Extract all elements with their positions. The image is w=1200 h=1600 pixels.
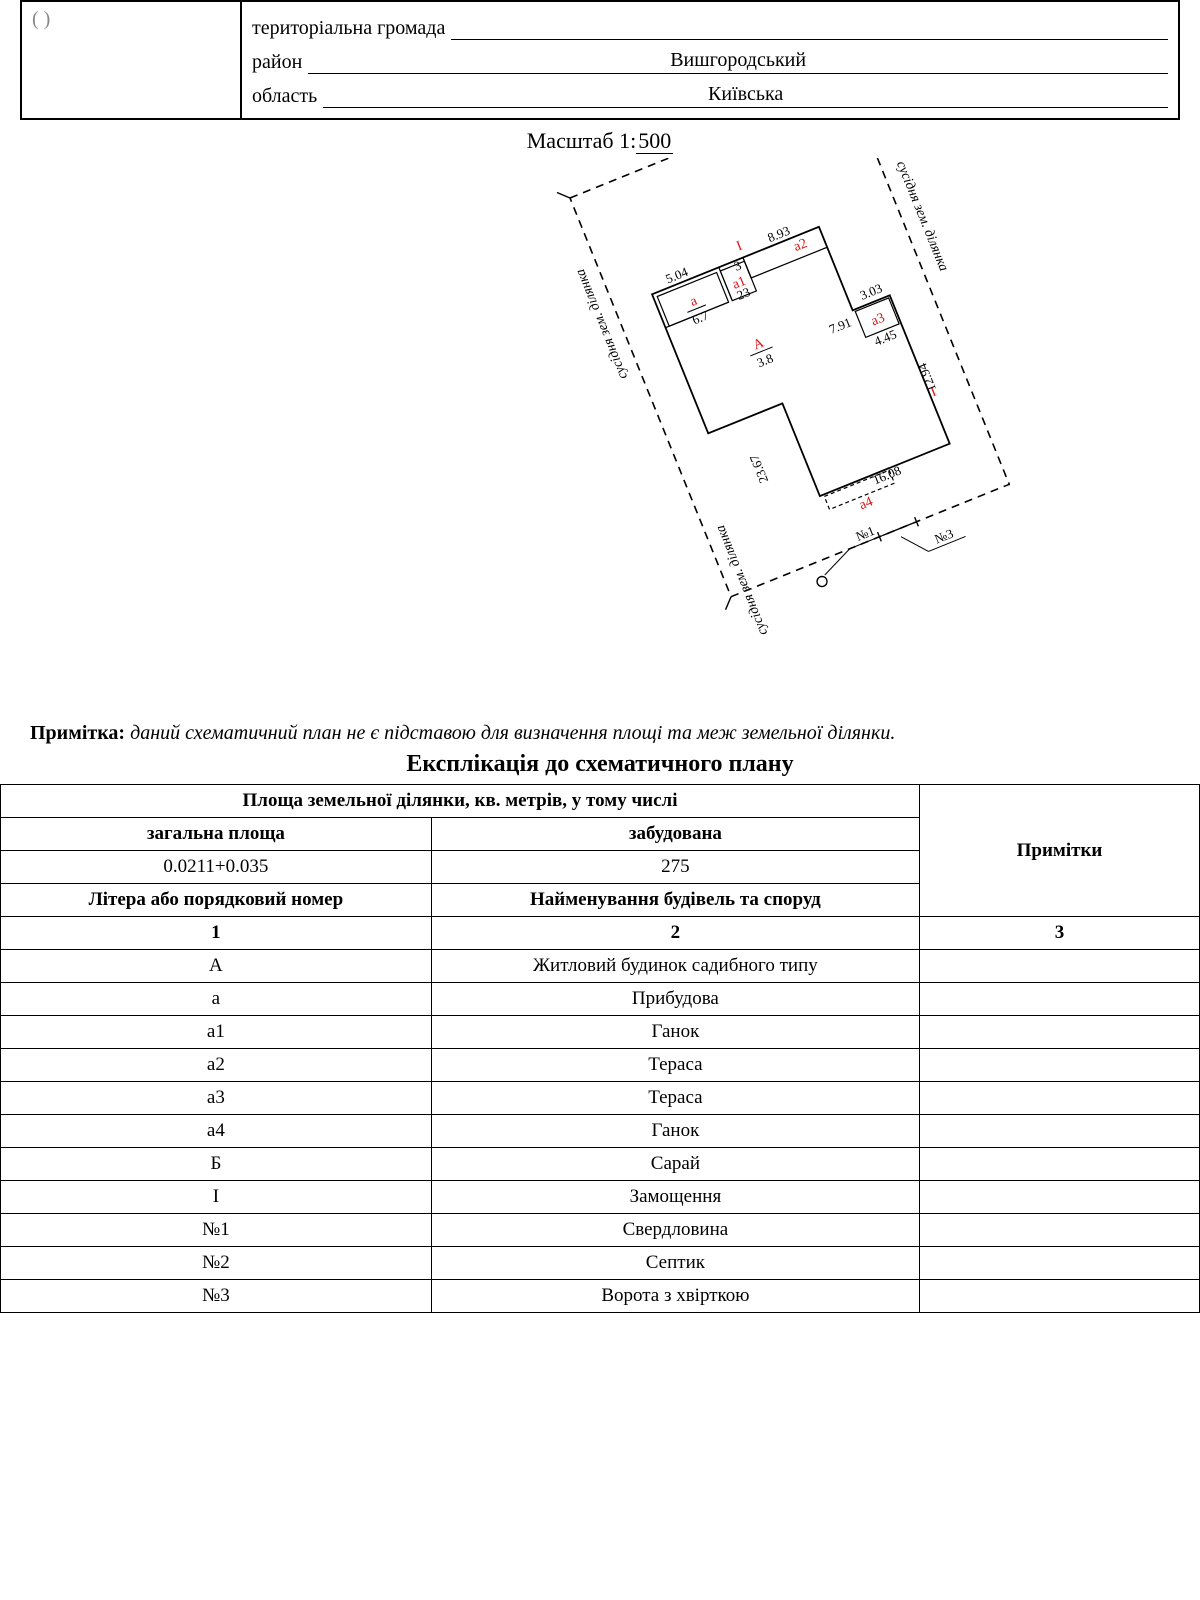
plan-diagram: Б 3.51 1.73 A 3.8 a 6.7 a1 23 a2 a3 a [190, 158, 1010, 718]
label-a: a [688, 293, 700, 310]
cell-letter: а4 [1, 1115, 432, 1148]
v-total: 0.0211+0.035 [1, 851, 432, 884]
cell-letter: №3 [1, 1280, 432, 1313]
value-hromada [451, 38, 1168, 40]
table-row: а1Ганок [1, 1016, 1200, 1049]
h-notes: Примітки [920, 785, 1200, 917]
dim-1294: 12.94 [914, 361, 939, 394]
table-row: №1Свердловина [1, 1214, 1200, 1247]
table-row: а3Тераса [1, 1082, 1200, 1115]
cell-name: Сарай [431, 1148, 919, 1181]
cell-note [920, 1280, 1200, 1313]
cell-name: Свердловина [431, 1214, 919, 1247]
explication-table: Площа земельної ділянки, кв. метрів, у т… [0, 784, 1200, 1313]
cell-name: Тераса [431, 1082, 919, 1115]
cell-note [920, 1214, 1200, 1247]
table-row: Площа земельної ділянки, кв. метрів, у т… [1, 785, 1200, 818]
colnum-1: 1 [1, 917, 432, 950]
h-built: забудована [431, 818, 919, 851]
cell-letter: а2 [1, 1049, 432, 1082]
scale-label: Масштаб 1: [527, 128, 636, 153]
cell-letter: I [1, 1181, 432, 1214]
label-I-top: I [735, 239, 745, 255]
field-oblast: область Київська [252, 76, 1168, 108]
inner-lines [652, 212, 956, 541]
cell-letter: а1 [1, 1016, 432, 1049]
dim-791: 7.91 [827, 314, 854, 336]
label-raion: район [252, 51, 308, 74]
value-raion: Вишгородський [308, 49, 1168, 74]
neighbor-bl: сусідня зем. ділянка [713, 523, 771, 638]
cell-note [920, 1016, 1200, 1049]
note-label: Примітка: [30, 722, 125, 744]
scale-value: 500 [636, 128, 673, 154]
colnum-2: 2 [431, 917, 919, 950]
cell-letter: Б [1, 1148, 432, 1181]
table-row: а2Тераса [1, 1049, 1200, 1082]
table-row: IЗамощення [1, 1181, 1200, 1214]
label-hromada: територіальна громада [252, 17, 451, 40]
header-right-cell: територіальна громада район Вишгородськи… [242, 2, 1178, 118]
h-area: Площа земельної ділянки, кв. метрів, у т… [1, 785, 920, 818]
cell-name: Житловий будинок садибного типу [431, 950, 919, 983]
h-total: загальна площа [1, 818, 432, 851]
cell-name: Тераса [431, 1049, 919, 1082]
cell-note [920, 983, 1200, 1016]
value-oblast: Київська [323, 83, 1168, 108]
cell-name: Септик [431, 1247, 919, 1280]
header-left-placeholder: ( ) [32, 8, 50, 30]
table-row: №3Ворота з хвірткою [1, 1280, 1200, 1313]
table-row: аПрибудова [1, 983, 1200, 1016]
dim-1608: 16.08 [870, 463, 903, 488]
h-name: Найменування будівель та споруд [431, 884, 919, 917]
table-row: БСарай [1, 1148, 1200, 1181]
table-row: 1 2 3 [1, 917, 1200, 950]
dim-893: 8.93 [765, 223, 792, 245]
dim-3: 3 [732, 257, 744, 273]
cell-note [920, 950, 1200, 983]
cell-note [920, 1115, 1200, 1148]
h-letter: Літера або порядковий номер [1, 884, 432, 917]
dim-504: 5.04 [663, 264, 690, 287]
neighbor-left: сусідня зем. ділянка [573, 267, 631, 382]
label-oblast: область [252, 85, 323, 108]
header-box: ( ) територіальна громада район Вишгород… [20, 0, 1180, 120]
cell-note [920, 1247, 1200, 1280]
cell-note [920, 1082, 1200, 1115]
building-a [652, 212, 950, 526]
marker-n1: №1 [854, 523, 877, 544]
cell-letter: №2 [1, 1247, 432, 1280]
cell-note [920, 1181, 1200, 1214]
label-a3: a3 [869, 311, 887, 330]
marker-n3: №3 [932, 526, 955, 547]
dim-445: 4.45 [872, 326, 899, 348]
cell-name: Замощення [431, 1181, 919, 1214]
cell-name: Ганок [431, 1016, 919, 1049]
cell-name: Ганок [431, 1115, 919, 1148]
table-row: №2Септик [1, 1247, 1200, 1280]
label-a2: a2 [792, 236, 810, 255]
cell-letter: А [1, 950, 432, 983]
cell-letter: а [1, 983, 432, 1016]
cell-note [920, 1049, 1200, 1082]
table-row: а4Ганок [1, 1115, 1200, 1148]
label-a4: a4 [857, 494, 875, 513]
scale-line: Масштаб 1:500 [0, 128, 1200, 154]
explication-title: Експлікація до схематичного плану [0, 751, 1200, 778]
cell-note [920, 1148, 1200, 1181]
note-text: даний схематичний план не є підставою дл… [130, 722, 895, 744]
field-raion: район Вишгородський [252, 42, 1168, 74]
dim-2367: 23.67 [746, 452, 771, 485]
cell-letter: а3 [1, 1082, 432, 1115]
label-a1-sub: 23 [735, 284, 753, 303]
cell-letter: №1 [1, 1214, 432, 1247]
cell-name: Ворота з хвірткою [431, 1280, 919, 1313]
cell-name: Прибудова [431, 983, 919, 1016]
note: Примітка: даний схематичний план не є пі… [30, 722, 1170, 745]
v-built: 275 [431, 851, 919, 884]
header-left-cell: ( ) [22, 2, 242, 118]
field-hromada: територіальна громада [252, 8, 1168, 40]
table-row: АЖитловий будинок садибного типу [1, 950, 1200, 983]
colnum-3: 3 [920, 917, 1200, 950]
